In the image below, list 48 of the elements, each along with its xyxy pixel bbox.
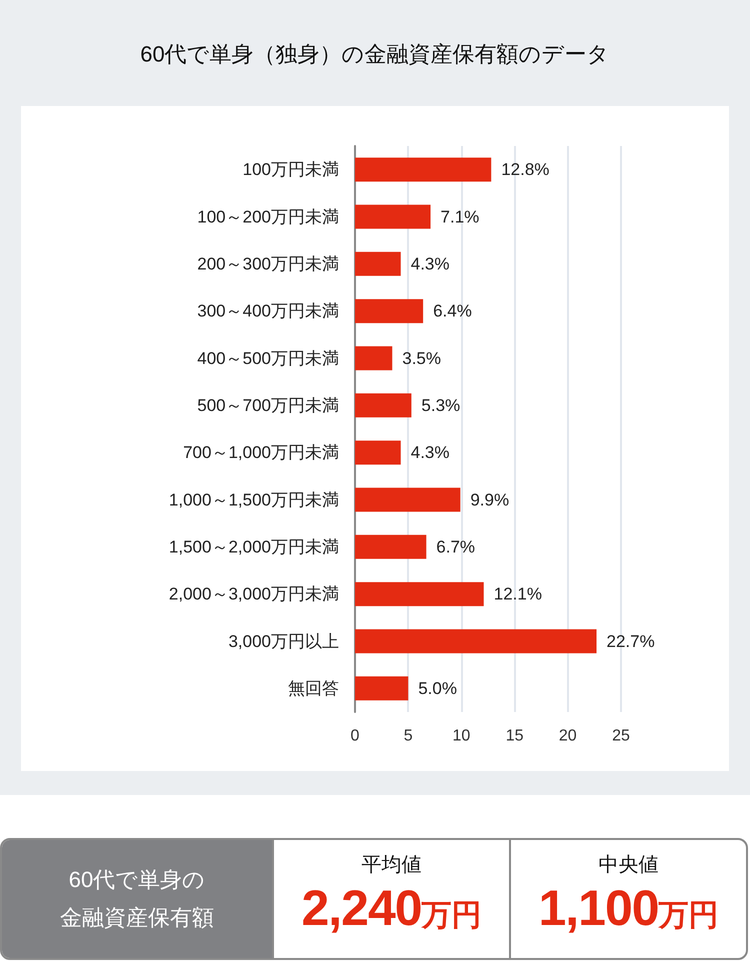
data-label: 4.3% bbox=[410, 254, 450, 274]
y-tick-label: 3,000万円以上 bbox=[228, 632, 339, 651]
data-label: 5.3% bbox=[421, 396, 460, 415]
bar bbox=[355, 488, 460, 512]
bar bbox=[355, 204, 431, 229]
y-tick-label: 700～1,000万円未満 bbox=[183, 443, 339, 462]
bar bbox=[355, 582, 484, 606]
x-tick-label: 15 bbox=[506, 728, 524, 744]
x-tick-label: 10 bbox=[452, 728, 470, 744]
data-label: 5.0% bbox=[418, 678, 457, 698]
text: 1,100万円 bbox=[538, 880, 719, 936]
y-tick-label: 200～300万円未満 bbox=[197, 254, 339, 274]
x-tick-label: 5 bbox=[404, 728, 413, 744]
y-tick-label: 1,000～1,500万円未満 bbox=[168, 490, 339, 510]
data-label: 6.7% bbox=[436, 537, 476, 556]
data-label: 9.9% bbox=[470, 490, 510, 510]
text: 平均値 bbox=[362, 852, 422, 878]
y-tick-label: 2,000～3,000万円未満 bbox=[168, 584, 339, 604]
x-tick-label: 25 bbox=[612, 728, 630, 744]
text: 中央値 bbox=[598, 852, 658, 878]
y-tick-label: 100万円未満 bbox=[242, 160, 339, 180]
x-tick-label: 20 bbox=[558, 728, 577, 744]
bar bbox=[355, 299, 424, 324]
data-label: 12.8% bbox=[501, 160, 550, 180]
bar bbox=[355, 676, 408, 700]
data-label: 22.7% bbox=[606, 632, 655, 651]
y-tick-label: 400～500万円未満 bbox=[197, 348, 339, 368]
x-tick-label: 0 bbox=[350, 728, 360, 744]
text: 60代で単身の金融資産保有額 bbox=[59, 866, 215, 932]
data-label: 7.1% bbox=[440, 207, 480, 226]
bar bbox=[355, 158, 492, 182]
bar bbox=[355, 534, 426, 559]
data-label: 12.1% bbox=[494, 584, 542, 604]
y-tick-label: 500～700万円未満 bbox=[197, 396, 339, 415]
chart-title: 60代で単身（独身）の金融資産保有額のデータ bbox=[140, 42, 610, 66]
bar bbox=[355, 440, 401, 465]
bar bbox=[355, 393, 412, 418]
data-label: 6.4% bbox=[433, 302, 472, 321]
text: 2,240万円 bbox=[301, 880, 482, 936]
bar bbox=[355, 252, 401, 276]
data-label: 4.3% bbox=[410, 443, 450, 462]
y-tick-label: 1,500～2,000万円未満 bbox=[168, 537, 339, 556]
bar bbox=[355, 629, 597, 654]
y-tick-label: 100～200万円未満 bbox=[197, 207, 339, 226]
data-label: 3.5% bbox=[402, 348, 441, 368]
bar bbox=[355, 346, 392, 370]
y-tick-label: 無回答 bbox=[288, 678, 339, 698]
y-tick-label: 300～400万円未満 bbox=[197, 302, 339, 321]
